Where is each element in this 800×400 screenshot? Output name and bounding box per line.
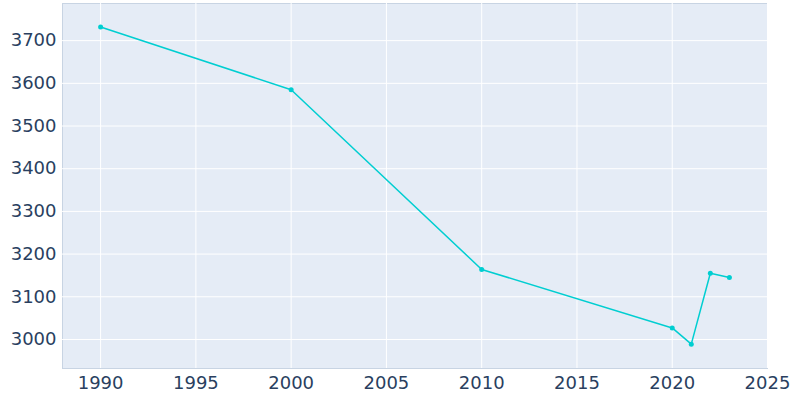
svg-text:3500: 3500 xyxy=(11,115,57,136)
svg-text:1990: 1990 xyxy=(78,372,124,393)
svg-text:2005: 2005 xyxy=(364,372,410,393)
svg-text:2015: 2015 xyxy=(554,372,600,393)
svg-text:3400: 3400 xyxy=(11,157,57,178)
svg-text:3200: 3200 xyxy=(11,243,57,264)
svg-text:3700: 3700 xyxy=(11,29,57,50)
svg-text:2020: 2020 xyxy=(649,372,695,393)
svg-text:2000: 2000 xyxy=(268,372,314,393)
svg-text:3600: 3600 xyxy=(11,72,57,93)
svg-text:3000: 3000 xyxy=(11,328,57,349)
svg-text:3300: 3300 xyxy=(11,200,57,221)
svg-text:2025: 2025 xyxy=(745,372,791,393)
svg-text:1995: 1995 xyxy=(173,372,219,393)
svg-text:3100: 3100 xyxy=(11,286,57,307)
svg-text:2010: 2010 xyxy=(459,372,505,393)
